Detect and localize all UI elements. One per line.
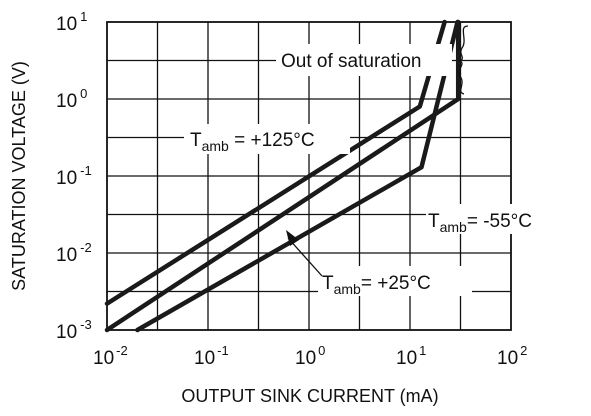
y-axis-label: SATURATION VOLTAGE (V) [9, 61, 29, 291]
x-tick-label: 10 -1 [194, 343, 229, 369]
label-value: = +25°C [361, 273, 431, 294]
series-label-minus55c: Tamb= -55°C [426, 204, 562, 235]
label-t: T [322, 273, 334, 294]
series-label-25c: Tamb= +25°C [286, 230, 472, 297]
label-t: T [190, 130, 202, 151]
series-25c-arrow-head [286, 230, 299, 246]
label-amb: amb [440, 219, 467, 235]
label-background [184, 124, 350, 154]
x-tick-label: 10 2 [497, 343, 527, 369]
y-tick-label: 10 0 [56, 86, 87, 112]
x-axis-label: OUTPUT SINK CURRENT (mA) [181, 386, 438, 406]
series-25c-arrow-line [287, 237, 323, 277]
y-tick-label: 10 -3 [56, 317, 92, 343]
series-label-125c-text: Tamb = +125°C [190, 130, 315, 154]
x-tick-label: 10 -2 [93, 343, 128, 369]
out-of-saturation-label: Out of saturation [281, 51, 421, 72]
y-tick-label: 10 -2 [56, 240, 92, 266]
label-t: T [428, 211, 440, 232]
label-amb: amb [202, 138, 229, 154]
series-line-t25 [104, 19, 461, 333]
plot-frame [106, 21, 512, 331]
annotation-background [276, 44, 452, 76]
y-tick-label: 10 1 [56, 9, 87, 35]
x-tick-labels: 10 -2 10 -1 10 0 10 1 10 2 [93, 343, 527, 369]
label-value: = -55°C [467, 211, 532, 232]
series-label-minus55c-text: Tamb= -55°C [428, 211, 532, 235]
series-label-25c-text: Tamb= +25°C [322, 273, 431, 297]
label-background [426, 204, 562, 234]
label-value: = +125°C [229, 130, 315, 151]
x-tick-label: 10 0 [295, 343, 325, 369]
series-label-125c: Tamb = +125°C [184, 124, 350, 154]
saturation-brace [458, 25, 469, 95]
label-amb: amb [334, 281, 361, 297]
x-tick-label: 10 1 [396, 343, 426, 369]
y-tick-label: 10 -1 [56, 163, 92, 189]
label-background [318, 266, 472, 296]
out-of-saturation-annotation: Out of saturation [276, 25, 469, 95]
